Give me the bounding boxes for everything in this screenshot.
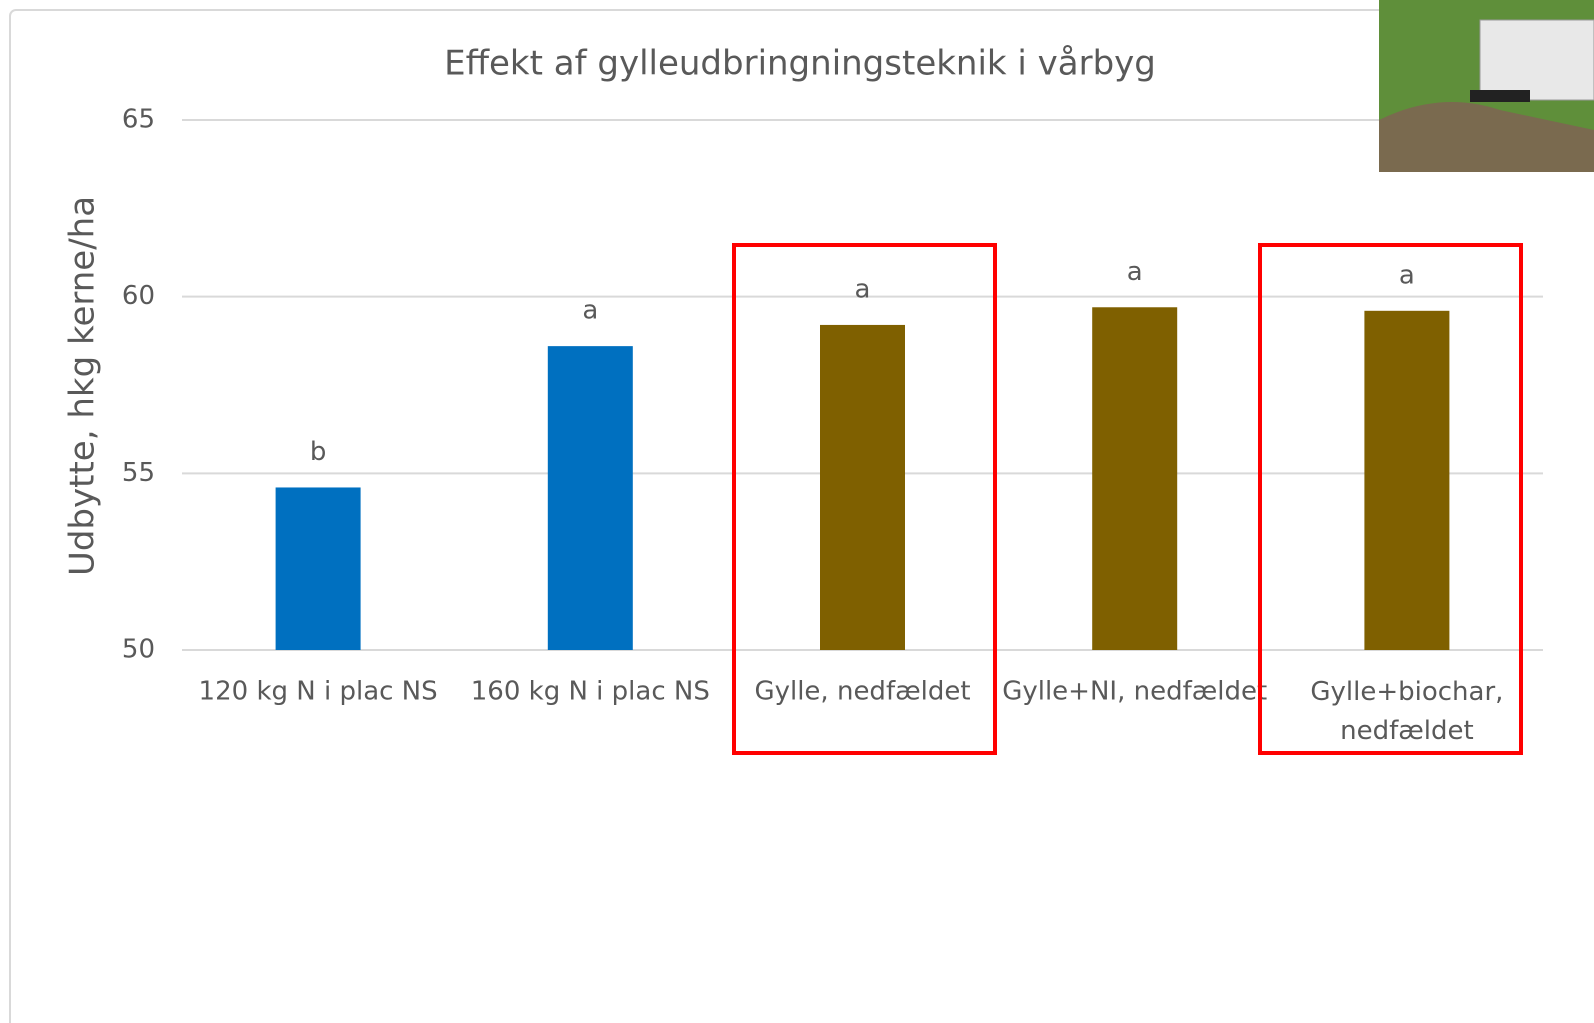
x-tick-label: Gylle+NI, nedfældet (1002, 677, 1267, 707)
bar (1092, 307, 1178, 650)
chart-frame (9, 9, 1594, 1023)
bar-annotation: a (582, 296, 598, 326)
x-tick-label: Gylle+biochar, nedfældet (1310, 677, 1503, 746)
highlight-box (732, 243, 997, 755)
bar-annotation: b (310, 437, 327, 467)
bar (1364, 310, 1450, 650)
highlight-box (1258, 243, 1523, 755)
plot: 50 55 60 65 b 120 kg N i plac NS a 160 kg N i p… (122, 105, 1543, 746)
x-tick-label: 160 kg N i plac NS (471, 677, 710, 707)
y-tick-label: 65 (122, 105, 155, 135)
y-tick-label: 50 (122, 635, 155, 665)
chart-title: Effekt af gylleudbringningsteknik i vårb… (444, 44, 1156, 84)
photo (1379, 0, 1594, 172)
y-axis-label: Udbytte, hkg kerne/ha (63, 196, 103, 576)
bar (820, 324, 905, 650)
x-tick-label: Gylle, nedfældet (754, 677, 970, 707)
bar-annotation: a (1399, 260, 1415, 290)
y-tick-label: 55 (122, 458, 155, 488)
y-tick-label: 60 (122, 281, 155, 311)
bar-annotation: a (855, 274, 871, 304)
bar (547, 346, 633, 650)
x-tick-label: 120 kg N i plac NS (199, 677, 438, 707)
bar (275, 487, 361, 650)
bar-annotation: a (1127, 257, 1143, 287)
